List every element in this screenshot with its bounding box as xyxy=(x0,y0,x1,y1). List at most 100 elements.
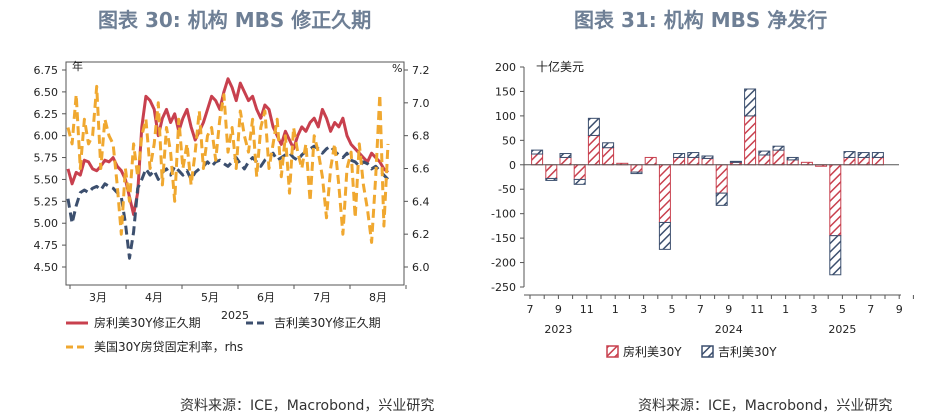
left-y-tick-label: 5.50 xyxy=(34,173,59,186)
bar-ginnie-2023-07 xyxy=(531,149,544,155)
y-tick-label: 200 xyxy=(495,61,516,74)
left-y-tick-label: 6.25 xyxy=(34,108,59,121)
x-year-label: 2023 xyxy=(544,323,572,336)
right-y-tick-label: 7.2 xyxy=(412,64,430,77)
legend-label-0: 房利美30Y修正久期 xyxy=(94,315,201,330)
bar-ginnie-2023-11 xyxy=(587,117,600,136)
y-tick-label: -100 xyxy=(491,208,516,221)
duration-line-chart: 6.75 6.50 6.25 6.00 5.75 5.50 5.25 5.00 4.75 4.50… xyxy=(34,59,430,354)
left-y-unit-label: 年 xyxy=(72,59,83,73)
right-y-tick-label: 7.0 xyxy=(412,97,430,110)
series-line-2 xyxy=(66,84,390,244)
bar-ginnie-2024-07 xyxy=(701,155,714,159)
x-month-label: 7 xyxy=(697,303,704,316)
left-chart-title: 图表 30: 机构 MBS 修正久期 xyxy=(98,8,372,32)
x-month-label: 5 xyxy=(839,303,846,316)
y-tick-label: 50 xyxy=(502,134,516,147)
bar-ginnie-2024-10 xyxy=(744,88,757,117)
x-month-label: 11 xyxy=(580,303,594,316)
x-month-label: 7月 xyxy=(313,291,331,304)
legend-label-2: 美国30Y房贷固定利率，rhs xyxy=(94,339,243,354)
y-tick-label: 150 xyxy=(495,85,516,98)
bar-fnma-2025-07 xyxy=(871,156,884,166)
bar-fnma-2024-04 xyxy=(658,164,671,223)
x-month-label: 8月 xyxy=(369,291,387,304)
right-y-tick-label: 6.0 xyxy=(412,261,430,274)
bar-ginnie-2024-04 xyxy=(658,221,671,250)
right-source-note: 资料来源：ICE，Macrobond，兴业研究 xyxy=(638,398,893,414)
left-y-tick-label: 6.50 xyxy=(34,86,59,99)
legend-label-1: 吉利美30Y修正久期 xyxy=(274,315,381,330)
x-month-label: 3月 xyxy=(89,291,107,304)
x-year-label: 2025 xyxy=(221,309,249,322)
left-y-tick-label: 6.75 xyxy=(34,64,59,77)
bar-fnma-2024-03 xyxy=(644,156,657,166)
x-month-label: 5 xyxy=(669,303,676,316)
bar-fnma-2025-04 xyxy=(829,164,842,237)
right-y-tick-label: 6.8 xyxy=(412,130,430,143)
bar-fnma-2024-05 xyxy=(673,156,686,166)
bar-ginnie-2023-10 xyxy=(573,178,586,185)
y-tick-label: 0 xyxy=(509,159,516,172)
bar-fnma-2024-02 xyxy=(630,164,643,173)
legend-label-0: 房利美30Y xyxy=(623,344,682,359)
x-month-label: 1 xyxy=(612,303,619,316)
bar-ginnie-2023-09 xyxy=(559,153,572,158)
bar-ginnie-2025-05 xyxy=(843,151,856,158)
x-month-label: 5月 xyxy=(201,291,219,304)
bar-fnma-2023-11 xyxy=(587,134,600,166)
x-month-label: 1 xyxy=(782,303,789,316)
bar-fnma-2024-12 xyxy=(772,149,785,166)
bar-fnma-2023-08 xyxy=(545,164,558,179)
x-year-label: 2025 xyxy=(828,323,856,336)
plot-frame xyxy=(65,61,405,286)
right-y-tick-label: 6.2 xyxy=(412,228,430,241)
y-tick-label: -50 xyxy=(498,183,516,196)
bar-ginnie-2025-07 xyxy=(871,152,884,158)
left-y-tick-label: 6.00 xyxy=(34,130,59,143)
bar-ginnie-2023-12 xyxy=(602,142,615,149)
right-chart-title: 图表 31: 机构 MBS 净发行 xyxy=(574,8,828,32)
bar-ginnie-2024-11 xyxy=(758,150,771,156)
y-tick-label: -250 xyxy=(491,281,516,294)
legend-swatch-1 xyxy=(701,345,714,358)
y-tick-label: 100 xyxy=(495,110,516,123)
left-y-tick-label: 4.75 xyxy=(34,239,59,252)
bar-ginnie-2024-09 xyxy=(729,160,742,163)
bar-ginnie-2023-08 xyxy=(545,177,558,181)
bar-fnma-2023-10 xyxy=(573,164,586,180)
bar-ginnie-2024-02 xyxy=(630,171,643,175)
bar-fnma-2024-07 xyxy=(701,157,714,166)
bar-ginnie-2025-06 xyxy=(857,152,870,158)
x-month-label: 3 xyxy=(640,303,647,316)
x-month-label: 9 xyxy=(725,303,732,316)
left-y-tick-label: 5.75 xyxy=(34,152,59,165)
bar-ginnie-2025-01 xyxy=(786,156,799,161)
bar-fnma-2025-06 xyxy=(857,156,870,166)
bar-fnma-2024-08 xyxy=(715,164,728,194)
x-month-label: 3 xyxy=(811,303,818,316)
bar-fnma-2025-01 xyxy=(786,159,799,166)
x-year-label: 2024 xyxy=(715,323,743,336)
x-month-label: 11 xyxy=(750,303,764,316)
bar-ginnie-2025-04 xyxy=(829,235,842,276)
bar-fnma-2023-09 xyxy=(559,156,572,166)
bar-ginnie-2024-08 xyxy=(715,192,728,206)
x-month-label: 9 xyxy=(555,303,562,316)
legend-swatch-0 xyxy=(606,345,619,358)
legend-label-1: 吉利美30Y xyxy=(718,345,777,359)
bar-fnma-2023-07 xyxy=(531,153,544,166)
bar-fnma-2025-05 xyxy=(843,156,856,166)
right-y-tick-label: 6.6 xyxy=(412,163,430,176)
y-unit-label: 十亿美元 xyxy=(536,59,584,74)
left-source-note: 资料来源：ICE，Macrobond，兴业研究 xyxy=(180,398,435,414)
bar-fnma-2024-11 xyxy=(758,154,771,166)
bar-ginnie-2024-12 xyxy=(772,145,785,151)
left-y-tick-label: 5.00 xyxy=(34,217,59,230)
x-month-label: 7 xyxy=(867,303,874,316)
bar-fnma-2024-06 xyxy=(687,156,700,166)
y-tick-label: -200 xyxy=(491,257,516,270)
x-month-label: 9 xyxy=(896,303,903,316)
x-month-label: 6月 xyxy=(257,291,275,304)
